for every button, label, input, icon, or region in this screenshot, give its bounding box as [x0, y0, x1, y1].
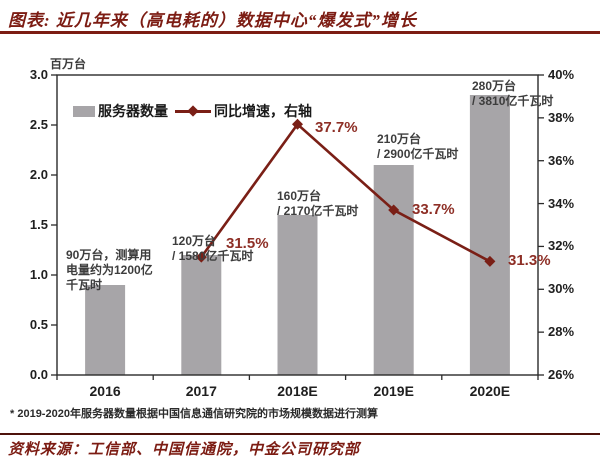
bar-2016 — [85, 285, 126, 375]
diamond-marker — [484, 255, 496, 267]
line-series-marker-icon — [175, 105, 211, 117]
left-axis-tick: 2.5 — [29, 117, 48, 132]
right-axis-tick: 26% — [548, 367, 575, 382]
left-axis-tick: 0.5 — [29, 317, 48, 332]
growth-label-2019e: 33.7% — [412, 201, 455, 218]
right-axis-tick: 32% — [548, 238, 575, 254]
left-axis-tick: 1.5 — [29, 217, 48, 232]
growth-label-2017: 31.5% — [226, 235, 269, 252]
category-label-2017: 2017 — [185, 383, 217, 399]
annotation-2018e: 160万台 / 2170亿千瓦时 — [277, 189, 359, 218]
legend-item-servers: 服务器数量 — [73, 101, 168, 121]
right-axis-tick: 34% — [548, 195, 575, 211]
annotation-2019e: 210万台 / 2900亿千瓦时 — [377, 132, 459, 161]
category-label-2020E: 2020E — [469, 383, 511, 399]
legend-bar-label: 服务器数量 — [98, 103, 168, 119]
data-source-line: 资料来源：工信部、中国信通院，中金公司研究部 — [8, 442, 361, 458]
left-axis-tick: 1.0 — [29, 267, 48, 282]
annotation-2020e: 280万台 / 3810亿千瓦时 — [472, 79, 554, 108]
left-axis-unit-label: 百万台 — [50, 57, 87, 71]
diamond-marker — [388, 204, 400, 216]
title-underline — [0, 31, 600, 34]
right-axis-tick: 36% — [548, 152, 575, 168]
annotation-2017: 120万台 / 1580亿千瓦时 — [172, 234, 254, 263]
category-label-2018E: 2018E — [277, 383, 318, 399]
growth-label-2018e: 37.7% — [315, 119, 358, 136]
bar-2018E — [277, 215, 318, 375]
growth-label-2020e: 31.3% — [508, 252, 551, 269]
legend-item-growth: 同比增速，右轴 — [175, 101, 312, 121]
left-axis-tick: 0.0 — [29, 367, 48, 382]
bar-2019E — [373, 165, 414, 375]
category-label-2019E: 2019E — [373, 383, 414, 399]
bar-series-swatch-icon — [73, 105, 95, 117]
left-axis-tick: 3.0 — [29, 67, 48, 82]
annotation-2016: 90万台，测算用 电量约为1200亿 千瓦时 — [66, 248, 153, 292]
chart-legend: 服务器数量 同比增速，右轴 — [73, 101, 312, 121]
left-axis-tick: 2.0 — [29, 167, 48, 182]
right-axis-tick: 30% — [548, 281, 575, 297]
right-axis-tick: 40% — [548, 67, 575, 82]
bar-2020E — [469, 95, 510, 375]
bar-2017 — [181, 255, 222, 375]
page-title: 图表: 近几年来（高电耗的）数据中心“爆发式”增长 — [8, 11, 417, 30]
legend-line-label: 同比增速，右轴 — [214, 103, 312, 119]
source-divider — [0, 433, 600, 435]
category-label-2016: 2016 — [89, 383, 121, 399]
right-axis-tick: 28% — [548, 324, 575, 340]
right-axis-tick: 38% — [548, 109, 575, 125]
chart-footnote: * 2019-2020年服务器数量根据中国信息通信研究院的市场规模数据进行测算 — [10, 408, 378, 420]
